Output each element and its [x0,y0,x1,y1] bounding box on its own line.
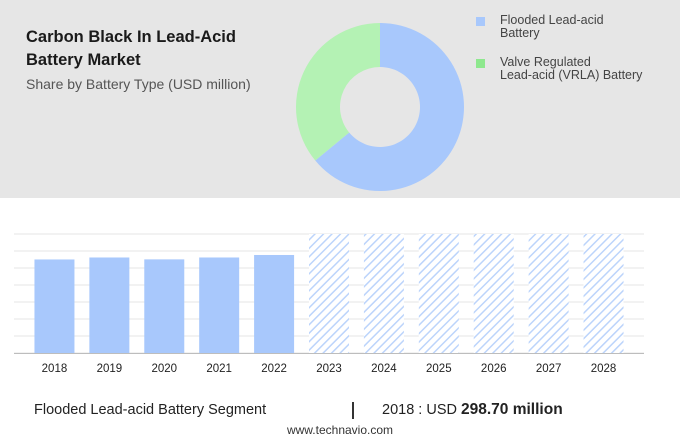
footer-year-label: 2018 : USD [382,402,457,418]
x-tick-label-2026: 2026 [481,363,507,375]
bar-2019 [89,257,130,353]
chart-subtitle: Share by Battery Type (USD million) [26,76,251,92]
legend: Flooded Lead-acid Battery Valve Regulated L… [476,14,676,98]
x-tick-label-2022: 2022 [261,363,287,375]
legend-label-line: Battery [500,26,540,40]
legend-label-line: Flooded Lead-acid [500,13,604,27]
footer-divider [352,402,354,419]
forecast-bar-2024 [363,234,404,353]
legend-item-2: Valve Regulated Lead-acid (VRLA) Battery [476,56,676,82]
donut-chart [296,23,464,191]
x-tick-label-2019: 2019 [97,363,123,375]
x-tick-label-2024: 2024 [371,363,397,375]
forecast-bar-2023 [309,234,349,353]
legend-label-line: Valve Regulated [500,55,591,69]
footer-segment-label: Flooded Lead-acid Battery Segment [34,402,267,418]
donut-slice-2 [296,23,380,161]
donut-slice-1 [315,23,464,191]
forecast-bar-2027 [528,234,569,353]
x-tick-label-2018: 2018 [42,363,68,375]
brand-url[interactable]: www.technavio.com [286,423,394,437]
x-tick-label-2028: 2028 [591,363,617,375]
forecast-bar-2028 [583,234,624,353]
x-tick-label-2025: 2025 [426,363,452,375]
chart-title: Carbon Black In Lead-Acid Battery Market [26,28,236,69]
forecast-bar-2025 [418,234,459,353]
x-tick-label-2023: 2023 [316,363,342,375]
bar-2018 [34,259,75,353]
bar-2021 [199,257,240,353]
legend-label-line: Lead-acid (VRLA) Battery [500,68,643,82]
bar-2022 [254,254,295,353]
x-tick-label-2027: 2027 [536,363,562,375]
legend-swatch [476,59,485,68]
x-tick-label-2021: 2021 [206,363,232,375]
legend-swatch [476,17,485,26]
bar-2020 [144,259,185,353]
footer-value: 2018 : USD 298.70 million [382,401,563,419]
footer-value-amount: 298.70 million [461,401,563,418]
bar-chart: 2018 2019 2020 2021 2022 2023 2024 2025 2026 2027… [14,233,644,375]
x-tick-label-2020: 2020 [151,363,177,375]
forecast-bar-2026 [473,234,514,353]
legend-item-1: Flooded Lead-acid Battery [476,14,676,40]
